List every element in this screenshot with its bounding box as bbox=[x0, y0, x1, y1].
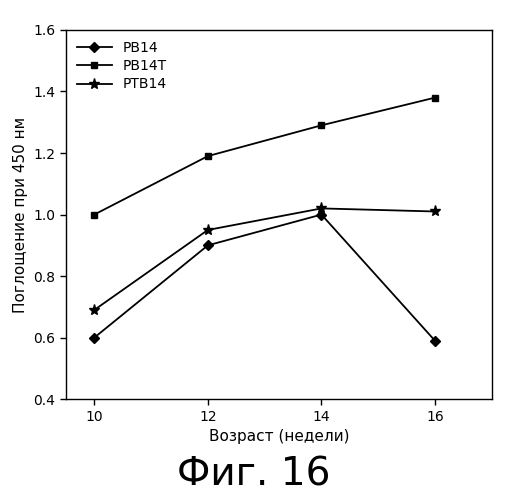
PB14 bbox=[205, 243, 211, 249]
PTB14 bbox=[432, 209, 438, 215]
PB14T bbox=[432, 95, 438, 101]
PB14T bbox=[91, 212, 97, 218]
PB14 bbox=[432, 338, 438, 344]
PTB14 bbox=[318, 206, 324, 212]
X-axis label: Возраст (недели): Возраст (недели) bbox=[208, 429, 349, 444]
PB14 bbox=[91, 335, 97, 341]
Line: PB14T: PB14T bbox=[91, 94, 439, 218]
PB14T bbox=[318, 122, 324, 128]
Y-axis label: Поглощение при 450 нм: Поглощение при 450 нм bbox=[13, 116, 28, 313]
PB14T bbox=[205, 153, 211, 159]
Legend: PB14, PB14T, PTB14: PB14, PB14T, PTB14 bbox=[73, 37, 171, 95]
Text: Фиг. 16: Фиг. 16 bbox=[177, 455, 330, 493]
Line: PB14: PB14 bbox=[91, 211, 439, 344]
PB14 bbox=[318, 212, 324, 218]
PTB14 bbox=[205, 227, 211, 233]
PTB14 bbox=[91, 307, 97, 313]
Line: PTB14: PTB14 bbox=[89, 203, 441, 315]
